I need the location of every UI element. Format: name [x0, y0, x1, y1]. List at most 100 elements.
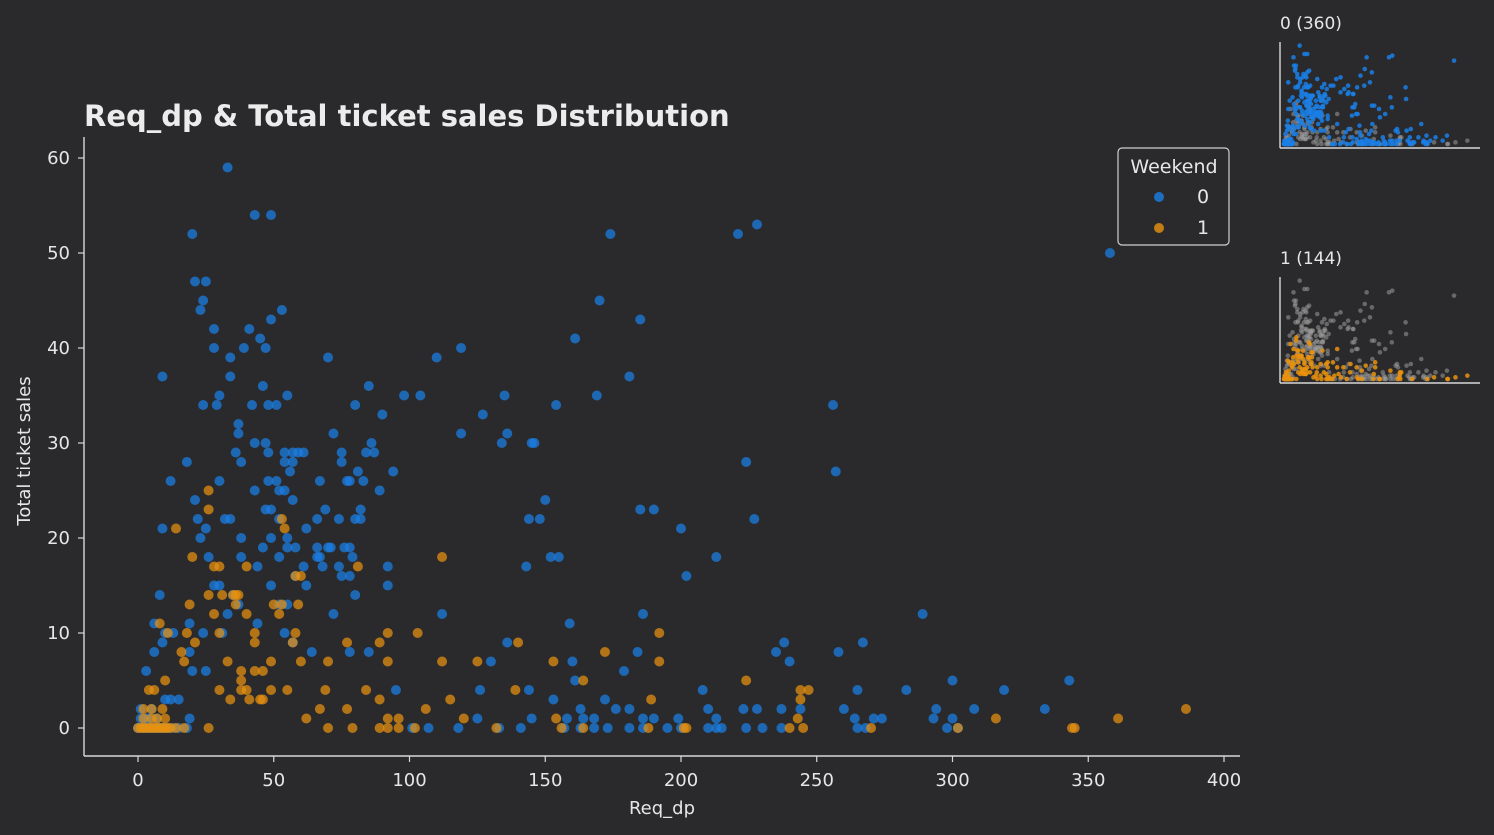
inset-highlight-point — [1314, 365, 1320, 370]
inset-background-point — [1465, 138, 1470, 143]
point-series-0 — [849, 713, 860, 724]
point-series-1 — [445, 694, 456, 705]
inset-highlight-point — [1388, 368, 1393, 373]
inset-highlight-point — [1331, 83, 1336, 88]
inset-highlight-point — [1418, 121, 1424, 127]
point-series-0 — [225, 371, 236, 382]
point-series-0 — [453, 723, 464, 733]
point-series-0 — [752, 219, 763, 230]
point-series-1 — [241, 609, 252, 619]
point-series-1 — [323, 723, 334, 733]
point-series-0 — [184, 713, 195, 724]
point-series-0 — [350, 590, 361, 600]
point-series-0 — [266, 580, 277, 591]
inset-background-point — [1306, 346, 1311, 352]
point-series-1 — [654, 628, 665, 638]
point-series-0 — [369, 447, 380, 458]
point-series-1 — [952, 723, 963, 733]
inset-highlight-point — [1424, 133, 1429, 138]
inset-highlight-point — [1338, 375, 1344, 380]
point-series-1 — [374, 694, 385, 705]
inset-highlight-point — [1358, 133, 1363, 138]
inset-highlight-point — [1292, 68, 1298, 73]
point-series-0 — [553, 552, 564, 562]
point-series-0 — [523, 514, 534, 524]
inset-background-point — [1299, 343, 1305, 348]
point-series-1 — [214, 628, 225, 638]
inset-highlight-point — [1312, 128, 1317, 133]
point-series-1 — [222, 656, 233, 667]
legend-marker-0 — [1154, 192, 1164, 202]
point-series-0 — [485, 656, 496, 667]
inset-background-point — [1428, 373, 1433, 378]
point-series-1 — [510, 685, 521, 695]
inset-highlight-point — [1315, 121, 1321, 127]
point-series-1 — [268, 599, 279, 610]
point-series-0 — [496, 438, 507, 448]
point-series-1 — [472, 656, 483, 667]
point-series-1 — [412, 628, 423, 638]
inset-highlight-point — [1343, 130, 1349, 135]
inset-background-point — [1300, 310, 1305, 315]
point-series-0 — [173, 694, 184, 705]
inset-background-point — [1354, 130, 1359, 135]
inset-background-point — [1390, 288, 1395, 293]
point-series-0 — [876, 713, 887, 724]
inset-highlight-point — [1349, 113, 1355, 118]
point-series-1 — [347, 723, 358, 733]
inset-0: 0 (360) — [1279, 14, 1480, 149]
point-series-0 — [776, 723, 787, 733]
point-series-0 — [637, 609, 648, 619]
inset-highlight-point — [1334, 121, 1340, 127]
inset-highlight-point — [1334, 346, 1340, 352]
point-series-0 — [141, 666, 152, 676]
inset-highlight-point — [1354, 136, 1359, 142]
point-series-0 — [200, 523, 211, 534]
inset-highlight-point — [1306, 111, 1311, 117]
point-series-0 — [475, 685, 486, 695]
point-series-0 — [784, 656, 795, 667]
inset-highlight-point — [1370, 141, 1375, 147]
point-series-0 — [157, 523, 168, 534]
inset-background-point — [1319, 141, 1324, 147]
inset-highlight-point — [1325, 113, 1330, 118]
inset-background-point — [1322, 316, 1327, 322]
point-series-1 — [382, 723, 393, 733]
inset-background-point — [1358, 308, 1363, 313]
point-series-0 — [551, 400, 562, 410]
point-series-0 — [838, 704, 849, 714]
point-series-0 — [703, 704, 714, 714]
point-series-0 — [749, 514, 760, 524]
point-series-0 — [279, 457, 290, 467]
inset-highlight-point — [1376, 141, 1382, 147]
point-series-0 — [190, 276, 201, 287]
inset-background-point — [1403, 320, 1408, 325]
inset-background-point — [1364, 290, 1369, 295]
inset-background-point — [1342, 321, 1347, 327]
inset-highlight-point — [1294, 111, 1299, 117]
y-tick-label: 0 — [59, 718, 70, 739]
inset-highlight-point — [1382, 111, 1388, 117]
inset-highlight-point — [1342, 86, 1347, 92]
inset-highlight-point — [1299, 88, 1304, 93]
inset-highlight-point — [1325, 365, 1330, 370]
inset-highlight-point — [1326, 96, 1331, 102]
inset-highlight-point — [1304, 75, 1309, 80]
point-series-1 — [798, 723, 809, 733]
point-series-0 — [456, 428, 467, 439]
point-series-1 — [236, 666, 247, 676]
inset-highlight-point — [1297, 80, 1303, 85]
inset-highlight-point — [1290, 141, 1295, 147]
point-series-0 — [741, 723, 752, 733]
point-series-1 — [187, 552, 198, 562]
point-series-0 — [320, 504, 331, 515]
inset-highlight-point — [1319, 376, 1324, 382]
point-series-1 — [342, 704, 353, 714]
point-series-1 — [795, 694, 806, 705]
point-series-0 — [578, 713, 589, 724]
legend-frame — [1117, 147, 1230, 246]
inset-background-point — [1338, 310, 1343, 315]
point-series-0 — [249, 210, 260, 220]
point-series-0 — [526, 438, 537, 448]
point-series-1 — [225, 694, 236, 705]
